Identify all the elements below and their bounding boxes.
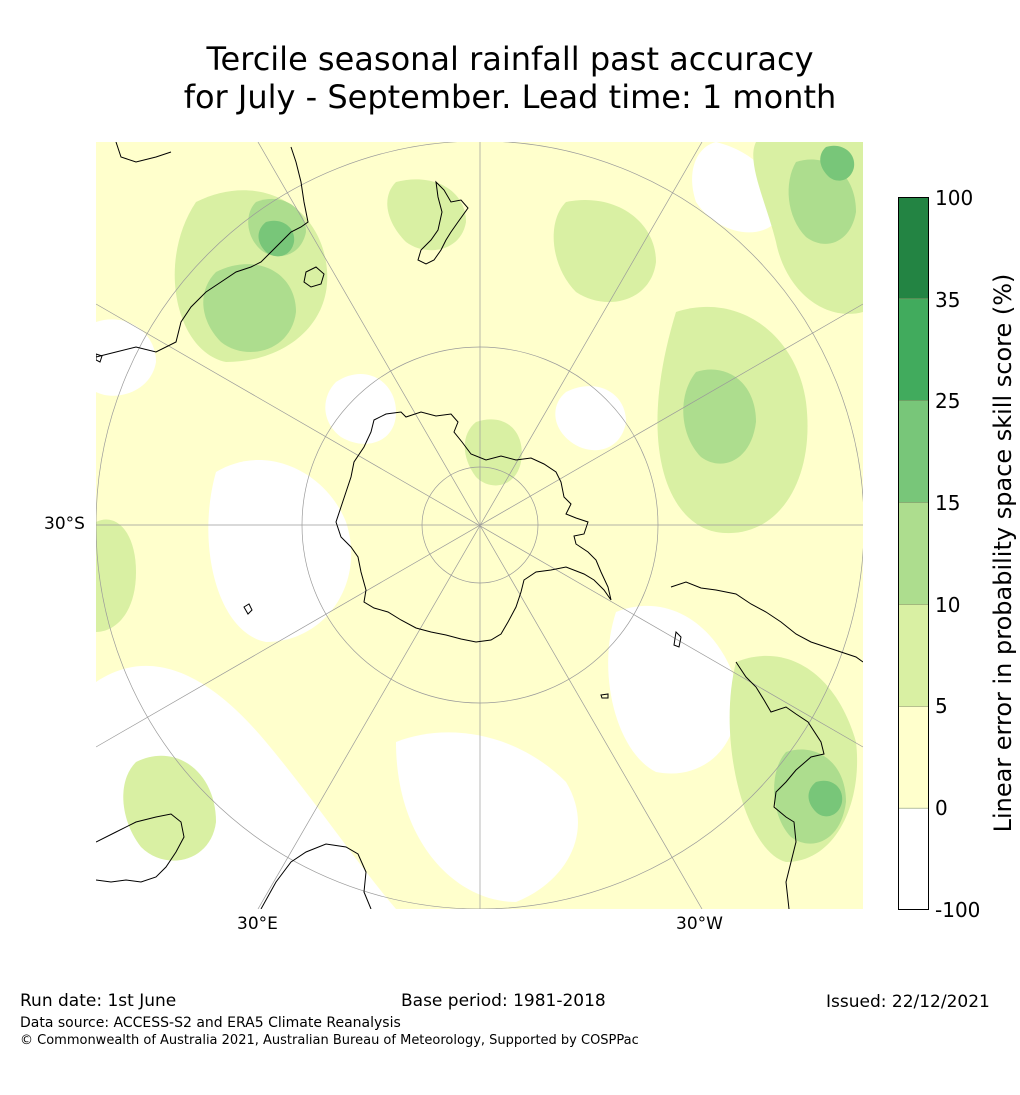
colorbar-tick-5: 5 <box>935 694 948 718</box>
colorbar-tick-15: 15 <box>935 491 961 515</box>
colorbar-tick-0: 0 <box>935 796 948 820</box>
longitude-label-30w: 30°W <box>676 914 723 934</box>
longitude-label-30e: 30°E <box>237 914 278 934</box>
latitude-label-30s: 30°S <box>44 514 85 534</box>
antarctica-coast <box>335 411 612 643</box>
title-line-2: for July - September. Lead time: 1 month <box>183 78 837 116</box>
colorbar-tick-minus100: -100 <box>935 898 981 922</box>
run-date: Run date: 1st June <box>20 991 177 1011</box>
colorbar <box>898 197 929 910</box>
colorbar-bin--100-to-0 <box>898 808 929 910</box>
colorbar-bin-5-to-10 <box>898 604 929 707</box>
polar-map <box>96 142 863 909</box>
skill-field <box>96 142 863 909</box>
island-2 <box>673 630 682 648</box>
island-4 <box>96 353 103 363</box>
colorbar-bin-15-to-25 <box>898 400 929 504</box>
copyright: © Commonwealth of Australia 2021, Austra… <box>20 1033 639 1048</box>
map-svg <box>96 142 863 909</box>
graticule <box>96 142 863 909</box>
title-line-1: Tercile seasonal rainfall past accuracy <box>206 40 814 78</box>
colorbar-bin-10-to-15 <box>898 502 929 605</box>
australia-coast <box>96 142 309 358</box>
coastlines <box>96 142 863 909</box>
island-1 <box>243 603 253 615</box>
issued-date: Issued: 22/12/2021 <box>826 992 990 1012</box>
colorbar-bins <box>898 197 929 910</box>
colorbar-bin-25-to-35 <box>898 298 929 402</box>
tasmania-coast <box>303 266 325 288</box>
south-america-coast <box>670 581 863 909</box>
colorbar-tick-10: 10 <box>935 593 961 617</box>
colorbar-bin-35-to-100 <box>898 197 929 300</box>
colorbar-svg <box>898 197 929 910</box>
new-zealand-coast <box>417 180 469 265</box>
africa-coast <box>96 813 372 909</box>
data-source: Data source: ACCESS-S2 and ERA5 Climate … <box>20 1015 401 1031</box>
colorbar-bin-0-to-5 <box>898 706 929 809</box>
colorbar-label: Linear error in probability space skill … <box>989 273 1017 833</box>
island-3 <box>600 693 609 699</box>
colorbar-tick-25: 25 <box>935 389 961 413</box>
base-period: Base period: 1981-2018 <box>401 991 606 1011</box>
colorbar-tick-100: 100 <box>935 186 974 210</box>
chart-title: Tercile seasonal rainfall past accuracy … <box>0 40 1020 116</box>
colorbar-tick-35: 35 <box>935 288 961 312</box>
